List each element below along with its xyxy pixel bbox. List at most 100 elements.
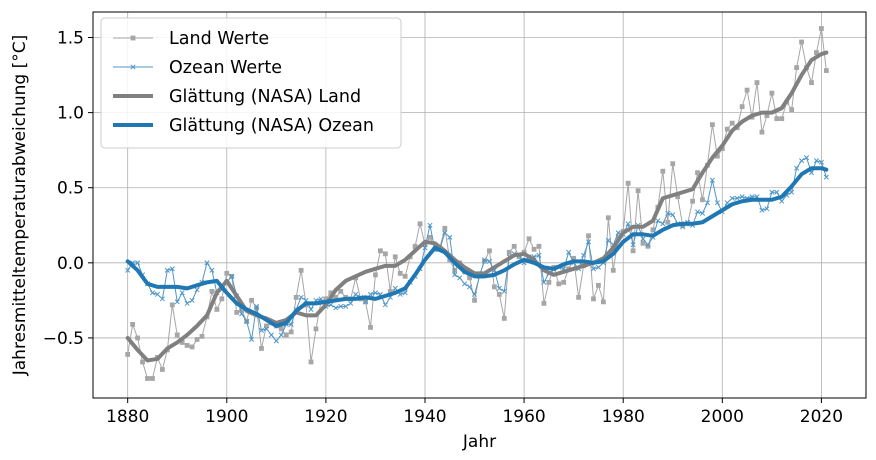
land-data-point [328, 290, 334, 296]
land-data-point [397, 270, 403, 276]
land-data-point [695, 170, 700, 176]
ocean-data-point [739, 194, 745, 200]
land-data-point [491, 284, 497, 290]
legend: Land Werte Ozean Werte Glättung (NASA) Lan… [100, 17, 402, 149]
ocean-data-point [714, 200, 720, 206]
land-data-point [288, 329, 294, 335]
x-tick-label: 1880 [106, 407, 149, 427]
ocean-data-point [779, 198, 785, 204]
land-data-point [610, 267, 616, 273]
x-tick-label: 1920 [304, 407, 347, 427]
ocean-data-point [402, 290, 408, 296]
land-data-point [819, 26, 824, 31]
legend-box [100, 17, 402, 149]
land-data-point [298, 267, 304, 273]
ocean-data-point [541, 279, 547, 285]
ocean-data-point [204, 260, 210, 266]
ocean-data-point [799, 158, 805, 164]
legend-entry: Land Werte [113, 29, 269, 49]
ocean-data-point [486, 258, 492, 264]
ocean-data-point [665, 210, 671, 216]
ocean-data-point [392, 285, 398, 291]
land-data-point [759, 129, 765, 135]
ocean-data-point [130, 64, 136, 70]
land-data-point [417, 221, 423, 227]
ocean-data-point [759, 207, 765, 213]
land-data-point [531, 246, 537, 252]
ocean-data-point [803, 155, 810, 161]
ocean-data-point [353, 291, 359, 297]
land-data-point [392, 254, 398, 260]
land-data-point [368, 325, 373, 330]
land-data-point [422, 242, 428, 248]
ocean-data-point [660, 221, 666, 227]
x-tick-label: 2000 [701, 407, 744, 427]
ocean-data-point [372, 290, 378, 296]
land-data-point [174, 332, 180, 338]
land-data-point [278, 326, 284, 332]
land-data-point [373, 272, 378, 278]
land-data-point [283, 332, 289, 338]
land-data-point [645, 243, 651, 249]
ocean-data-point [348, 300, 354, 306]
land-data-point [600, 299, 606, 305]
ocean-data-point [694, 209, 701, 215]
ocean-data-point [229, 273, 235, 279]
ocean-data-point [462, 281, 468, 287]
land-data-point [145, 376, 150, 381]
ocean-data-point [174, 299, 180, 305]
land-data-point [452, 267, 458, 273]
ocean-data-point [640, 236, 646, 242]
land-data-point [382, 251, 388, 257]
land-data-point [650, 227, 656, 233]
ocean-data-point [813, 158, 820, 164]
ocean-data-point [263, 326, 269, 332]
land-data-point [724, 126, 730, 132]
ocean-data-point [154, 291, 160, 297]
land-data-point [234, 309, 240, 315]
y-tick-label: 0.5 [57, 179, 84, 199]
ocean-data-point [298, 294, 304, 300]
land-data-point [536, 243, 542, 249]
ocean-data-point [645, 242, 651, 248]
land-data-point [264, 323, 269, 329]
y-tick-label: 0.0 [57, 254, 84, 274]
ocean-data-point [536, 252, 542, 258]
land-data-point [754, 80, 760, 85]
land-data-point [184, 343, 190, 348]
land-data-point [640, 240, 646, 246]
legend-entry: Glättung (NASA) Ozean [113, 116, 374, 136]
land-data-point [224, 270, 230, 276]
ocean-data-point [249, 336, 255, 342]
series-line [127, 28, 827, 379]
series-gl-ttung-nasa-ozean [125, 166, 829, 328]
ocean-data-point [184, 300, 190, 306]
land-data-point [814, 50, 819, 55]
land-data-point [546, 279, 552, 285]
series-line [127, 157, 827, 342]
ocean-data-point [467, 284, 473, 290]
land-data-point [338, 288, 344, 294]
ocean-data-point [333, 305, 339, 311]
ocean-data-point [278, 332, 284, 338]
land-data-point [744, 87, 750, 93]
x-axis-label: Jahr [462, 432, 496, 452]
land-data-point [779, 116, 785, 122]
series-line [125, 166, 829, 328]
ocean-data-point [625, 221, 631, 227]
land-data-point [660, 168, 666, 174]
legend-label: Glättung (NASA) Ozean [169, 116, 374, 136]
ocean-data-point [447, 234, 453, 240]
ocean-data-point [501, 288, 507, 294]
ocean-data-point [159, 296, 165, 302]
land-data-point [496, 291, 502, 297]
ocean-data-point [189, 297, 195, 303]
ocean-data-point [367, 291, 374, 297]
legend-label: Land Werte [169, 29, 269, 49]
ocean-data-point [318, 296, 324, 302]
land-data-point [729, 120, 735, 126]
land-data-point [323, 296, 329, 302]
ocean-data-point [125, 267, 131, 273]
land-data-point [402, 273, 408, 279]
